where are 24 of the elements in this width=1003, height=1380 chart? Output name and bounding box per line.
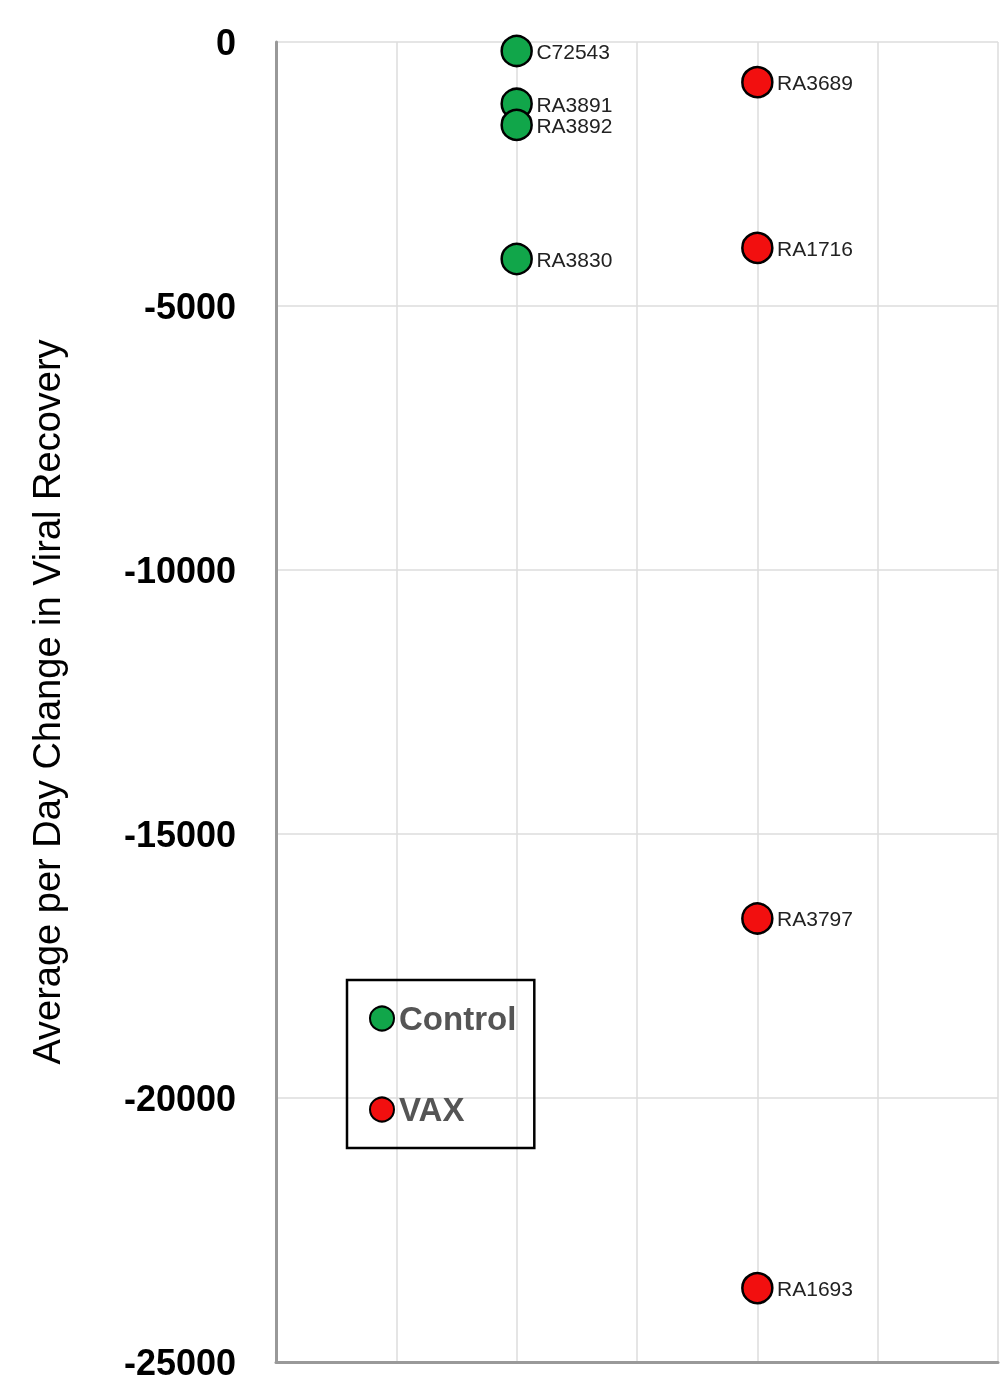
data-label: RA3830 — [536, 247, 613, 271]
y-tick-label: -5000 — [143, 285, 236, 327]
data-label: RA1716 — [777, 236, 853, 260]
y-tick-label: -10000 — [123, 549, 236, 591]
y-axis-title: Average per Day Change in Viral Recovery — [26, 339, 68, 1065]
point — [500, 108, 533, 142]
point — [741, 902, 774, 935]
data-label: RA3797 — [777, 907, 853, 931]
y-tick-label: -20000 — [123, 1077, 236, 1119]
data-label: RA3892 — [536, 113, 613, 137]
legend-label: VAX — [399, 1091, 465, 1128]
data-label: RA3689 — [777, 70, 853, 94]
data-label: RA1693 — [777, 1276, 853, 1300]
point — [741, 65, 774, 99]
point — [500, 34, 533, 68]
y-tick-label: -15000 — [123, 813, 236, 855]
y-tick-label: -25000 — [123, 1341, 236, 1380]
point — [741, 231, 774, 265]
legend-label: Control — [399, 1000, 517, 1037]
data-label: C72543 — [536, 39, 610, 63]
data-label: RA3891 — [536, 92, 613, 116]
point — [741, 1271, 774, 1305]
y-tick-label: 0 — [215, 21, 236, 63]
point — [500, 242, 533, 276]
